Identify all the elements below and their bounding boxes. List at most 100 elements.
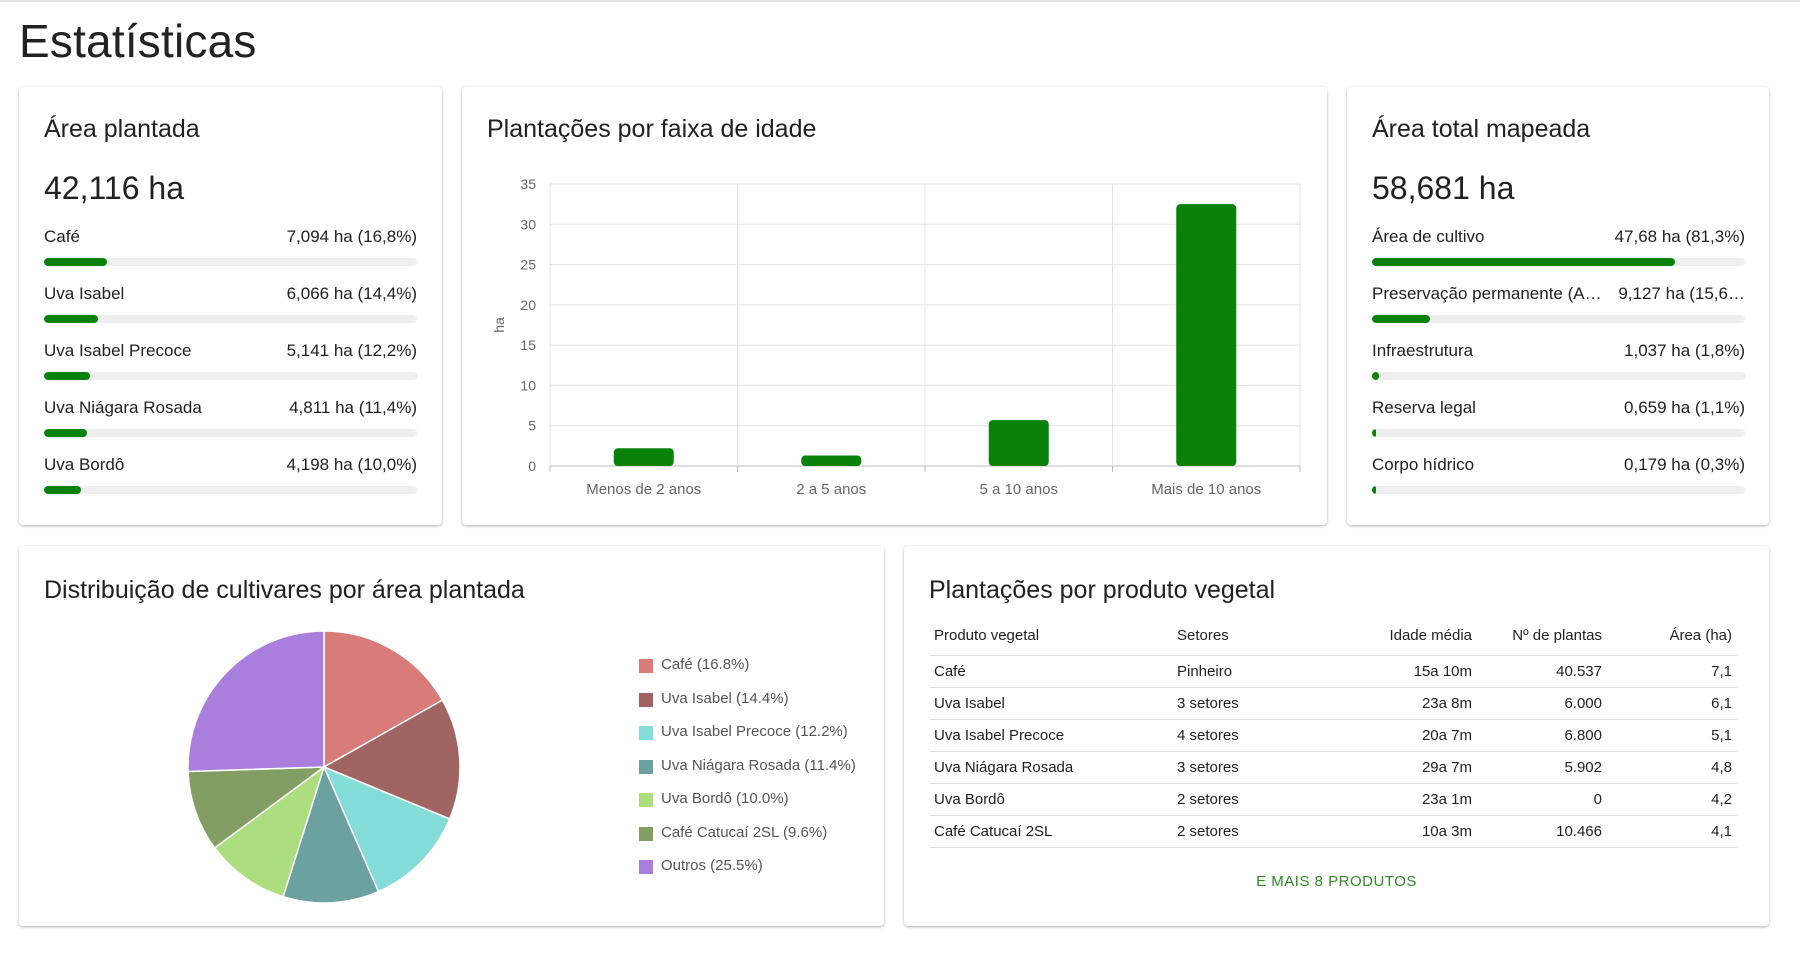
y-tick-label: 0 bbox=[528, 458, 536, 474]
card-faixa-idade: Plantações por faixa de idade 0 5 10 15 20 25… bbox=[462, 87, 1327, 525]
more-products-button[interactable]: E MAIS 8 PRODUTOS bbox=[1256, 873, 1417, 890]
legend-label: Uva Isabel (14.4%) bbox=[661, 689, 789, 707]
cell-setores: 4 setores bbox=[1172, 719, 1302, 752]
card-title: Área plantada bbox=[44, 115, 200, 143]
col-setores[interactable]: Setores bbox=[1172, 616, 1302, 656]
y-tick-label: 35 bbox=[520, 176, 536, 192]
col-area[interactable]: Área (ha) bbox=[1607, 616, 1737, 656]
area-plantada-label: Uva Isabel Precoce bbox=[44, 341, 192, 360]
area-total-label: Área de cultivo bbox=[1372, 227, 1485, 246]
area-plantada-value: 5,141 ha (12,2%) bbox=[286, 341, 417, 360]
table-row[interactable]: Uva Isabel 3 setores 23a 8m 6.000 6,1 bbox=[929, 687, 1737, 720]
area-total-row: Reserva legal 0,659 ha (1,1%) bbox=[1372, 398, 1745, 448]
area-total-value: 47,68 ha (81,3%) bbox=[1614, 227, 1745, 246]
area-total-progress-fill bbox=[1372, 486, 1376, 494]
area-total-row: Corpo hídrico 0,179 ha (0,3%) bbox=[1372, 455, 1745, 505]
card-area-total: Área total mapeada 58,681 ha Área de cul… bbox=[1347, 87, 1769, 525]
legend-swatch bbox=[639, 860, 653, 874]
area-total-value: 9,127 ha (15,6… bbox=[1618, 284, 1745, 303]
cell-idade: 10a 3m bbox=[1302, 815, 1477, 848]
card-area-plantada: Área plantada 42,116 ha Café 7,094 ha (16… bbox=[19, 87, 442, 525]
card-title: Área total mapeada bbox=[1372, 115, 1591, 143]
area-total-row: Preservação permanente (A… 9,127 ha (15,6… bbox=[1372, 284, 1745, 334]
area-plantada-row: Uva Niágara Rosada 4,811 ha (11,4%) bbox=[44, 398, 417, 448]
bar bbox=[801, 455, 862, 466]
card-title: Plantações por produto vegetal bbox=[929, 576, 1276, 604]
area-plantada-label: Uva Niágara Rosada bbox=[44, 398, 202, 417]
y-axis-label: ha bbox=[491, 317, 507, 333]
area-plantada-label: Uva Bordô bbox=[44, 455, 125, 474]
area-plantada-label: Café bbox=[44, 227, 80, 246]
area-plantada-progress-fill bbox=[44, 429, 87, 437]
legend-swatch bbox=[639, 726, 653, 740]
area-plantada-progress-track bbox=[44, 315, 417, 323]
cell-idade: 23a 1m bbox=[1302, 783, 1477, 816]
cell-produto: Uva Isabel bbox=[929, 687, 1172, 720]
area-plantada-progress-track bbox=[44, 258, 417, 266]
x-tick-label: 5 a 10 anos bbox=[980, 481, 1058, 498]
y-tick-label: 5 bbox=[528, 418, 536, 434]
card-title: Plantações por faixa de idade bbox=[487, 115, 817, 143]
area-plantada-progress-track bbox=[44, 372, 417, 380]
area-total-progress-fill bbox=[1372, 258, 1676, 266]
area-plantada-row: Uva Bordô 4,198 ha (10,0%) bbox=[44, 455, 417, 505]
area-total-progress-track bbox=[1372, 486, 1745, 494]
area-plantada-progress-fill bbox=[44, 486, 82, 494]
cell-plantas: 10.466 bbox=[1477, 815, 1607, 848]
pie-slice bbox=[187, 766, 327, 849]
col-plantas[interactable]: Nº de plantas bbox=[1477, 616, 1607, 656]
area-total-value: 0,659 ha (1,1%) bbox=[1624, 398, 1745, 417]
cell-area: 4,1 bbox=[1607, 815, 1737, 848]
area-plantada-value: 6,066 ha (14,4%) bbox=[286, 284, 417, 303]
legend-label: Uva Niágara Rosada (11.4%) bbox=[661, 756, 856, 774]
area-plantada-row: Uva Isabel 6,066 ha (14,4%) bbox=[44, 284, 417, 334]
legend-swatch bbox=[639, 826, 653, 841]
area-plantada-progress-track bbox=[44, 429, 417, 437]
table-row[interactable]: Uva Isabel Precoce 4 setores 20a 7m 6.800 5,… bbox=[929, 719, 1737, 752]
area-total-label: Reserva legal bbox=[1372, 398, 1476, 417]
table-row[interactable]: Café Pinheiro 15a 10m 40.537 7,1 bbox=[929, 655, 1737, 688]
area-total-row: Infraestrutura 1,037 ha (1,8%) bbox=[1372, 341, 1745, 391]
pie-slice bbox=[322, 699, 461, 820]
x-tick-label: Menos de 2 anos bbox=[586, 481, 701, 498]
area-plantada-row: Café 7,094 ha (16,8%) bbox=[44, 227, 417, 277]
col-idade[interactable]: Idade média bbox=[1302, 616, 1477, 656]
area-plantada-label: Uva Isabel bbox=[44, 284, 125, 303]
area-total-label: Infraestrutura bbox=[1372, 341, 1474, 360]
y-tick-label: 10 bbox=[520, 377, 536, 393]
table-row[interactable]: Uva Bordô 2 setores 23a 1m 0 4,2 bbox=[929, 783, 1737, 816]
cell-plantas: 40.537 bbox=[1477, 655, 1607, 688]
pie-slice bbox=[187, 630, 325, 773]
area-total-row: Área de cultivo 47,68 ha (81,3%) bbox=[1372, 227, 1745, 277]
legend-swatch bbox=[639, 659, 653, 673]
cell-area: 4,8 bbox=[1607, 751, 1737, 784]
cell-area: 4,2 bbox=[1607, 783, 1737, 816]
top-divider bbox=[0, 0, 1800, 2]
legend-swatch bbox=[639, 692, 653, 707]
area-total-progress-track bbox=[1372, 372, 1745, 380]
cell-produto: Uva Bordô bbox=[929, 783, 1172, 816]
y-tick-label: 25 bbox=[520, 257, 536, 273]
area-total-label: Preservação permanente (A… bbox=[1372, 284, 1602, 303]
card-distribuicao: Distribuição de cultivares por área plan… bbox=[19, 546, 884, 926]
bar bbox=[613, 448, 674, 466]
pie-slice bbox=[322, 765, 451, 893]
area-total-progress-fill bbox=[1372, 429, 1377, 437]
area-plantada-progress-fill bbox=[44, 315, 98, 323]
x-tick-label: Mais de 10 anos bbox=[1151, 481, 1261, 498]
cell-idade: 29a 7m bbox=[1302, 751, 1477, 784]
area-total-progress-track bbox=[1372, 258, 1745, 266]
cell-plantas: 6.800 bbox=[1477, 719, 1607, 752]
legend-label: Café (16.8%) bbox=[661, 656, 750, 673]
cell-idade: 20a 7m bbox=[1302, 719, 1477, 752]
legend-label: Uva Isabel Precoce (12.2%) bbox=[661, 723, 848, 740]
cell-plantas: 0 bbox=[1477, 783, 1607, 816]
table-row[interactable]: Uva Niágara Rosada 3 setores 29a 7m 5.902 4,… bbox=[929, 751, 1737, 784]
col-produto[interactable]: Produto vegetal bbox=[929, 616, 1172, 656]
area-total-value: 1,037 ha (1,8%) bbox=[1624, 341, 1745, 360]
legend-swatch bbox=[639, 793, 653, 807]
total-area-plantada: 42,116 ha bbox=[44, 170, 184, 206]
cell-area: 7,1 bbox=[1607, 655, 1737, 688]
legend-swatch bbox=[639, 759, 653, 774]
table-row[interactable]: Café Catucaí 2SL 2 setores 10a 3m 10.466 4,1 bbox=[929, 815, 1737, 848]
